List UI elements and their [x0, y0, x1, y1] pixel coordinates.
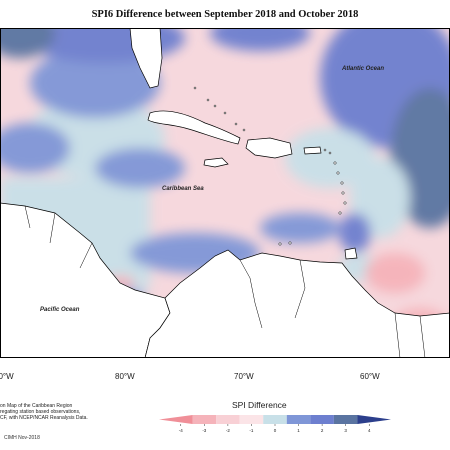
legend-color-bin	[239, 415, 264, 424]
puerto-rico-island	[303, 146, 322, 155]
legend-color-bin	[310, 415, 334, 424]
country-borders	[24, 205, 426, 358]
legend-tick-label: -4	[179, 428, 183, 433]
color-legend: -4 -3 -2 -1 0 1 2 3 4	[159, 415, 391, 433]
legend-tick-label: -1	[249, 428, 253, 433]
legend-tick-label: 2	[321, 428, 324, 433]
cuba-island	[147, 110, 241, 145]
legend-tick-label: 4	[368, 428, 371, 433]
atlantic-ocean-label: Atlantic Ocean	[341, 66, 384, 72]
note-line: CF, with NCEP/NCAR Reanalysis Data.	[0, 415, 88, 422]
map-notes: on Map of the Caribbean Region regating …	[0, 403, 150, 422]
note-line: regating station based observations,	[0, 409, 81, 416]
pacific-ocean-label: Pacific Ocean	[40, 307, 80, 313]
jamaica-island	[203, 157, 229, 168]
legend-tick-label: 0	[274, 428, 277, 433]
map-title: SPI6 Difference between September 2018 a…	[91, 9, 359, 20]
hispaniola-island	[245, 137, 293, 159]
longitude-label-70w: 70°W	[234, 372, 254, 381]
legend-color-bin	[286, 415, 311, 424]
south-america-landmass	[144, 249, 450, 358]
note-line: on Map of the Caribbean Region	[0, 403, 73, 409]
legend-color-bin	[357, 415, 391, 424]
trinidad-island	[344, 247, 358, 260]
legend-color-bin	[216, 415, 240, 424]
legend-tick-label: -2	[226, 428, 230, 433]
legend-tick-label: -3	[202, 428, 206, 433]
map-frame: Atlantic Ocean Caribbean Sea Pacific Oce…	[0, 28, 450, 358]
longitude-label-80w: 80°W	[115, 372, 135, 381]
legend-color-bin	[263, 415, 287, 424]
florida-peninsula	[129, 28, 163, 89]
land-masses	[0, 28, 450, 358]
legend-color-bin	[159, 415, 193, 424]
legend-tick-label: 1	[297, 428, 300, 433]
legend-color-bin	[333, 415, 358, 424]
credit-text: CIMH Nov-2018	[4, 435, 40, 441]
caribbean-sea-label: Caribbean Sea	[162, 186, 204, 192]
legend-color-bin	[192, 415, 217, 424]
legend-title: SPI Difference	[232, 400, 287, 410]
legend-tick-label: 3	[344, 428, 347, 433]
longitude-label-60w: 60°W	[360, 372, 380, 381]
small-islands	[193, 86, 347, 246]
longitude-label-90w: 90°W	[0, 372, 14, 381]
